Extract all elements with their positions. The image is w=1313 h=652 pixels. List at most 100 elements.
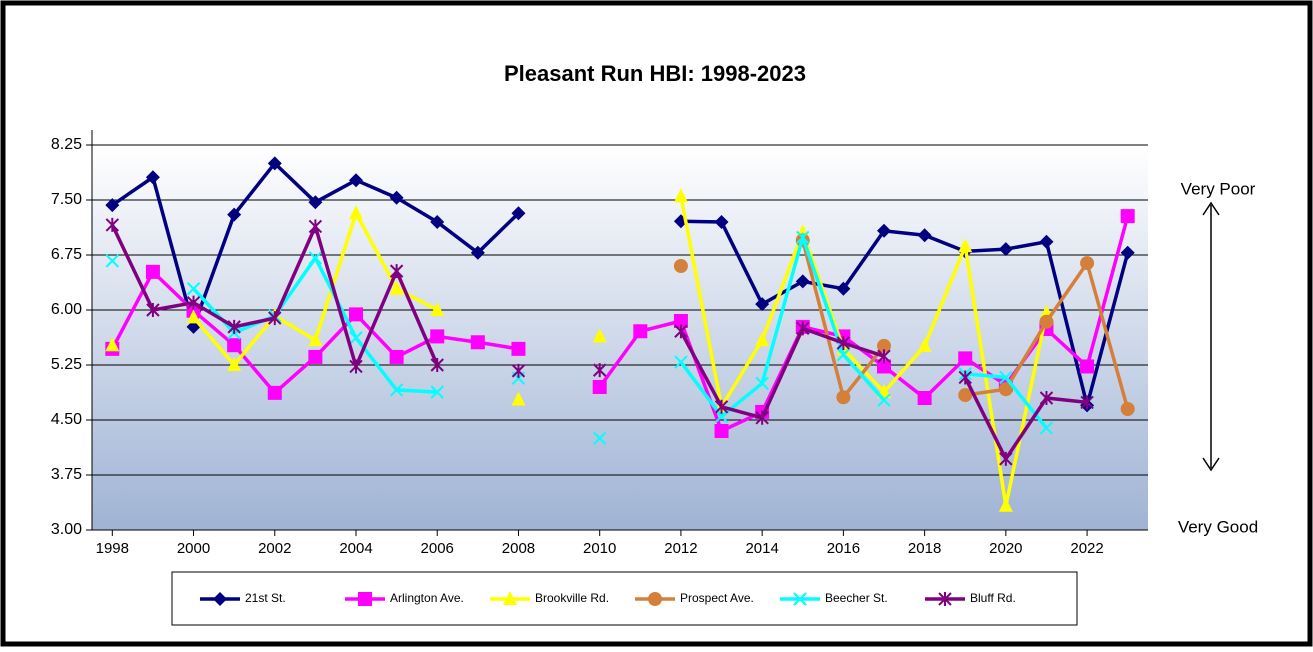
x-tick-label: 2004 xyxy=(339,540,372,557)
marker xyxy=(1039,391,1054,405)
marker xyxy=(755,297,770,312)
y-tick-label: 5.25 xyxy=(51,356,82,373)
marker xyxy=(430,358,444,372)
marker xyxy=(877,359,891,374)
marker xyxy=(511,206,526,221)
x-tick-label: 2014 xyxy=(745,540,778,557)
marker xyxy=(227,338,242,353)
marker xyxy=(145,264,160,279)
marker xyxy=(470,245,485,260)
marker xyxy=(511,391,526,406)
marker xyxy=(105,217,120,232)
marker xyxy=(227,357,242,371)
marker xyxy=(998,497,1013,512)
x-tick-label: 1998 xyxy=(96,540,129,557)
y-tick-label: 3.75 xyxy=(51,466,82,483)
marker xyxy=(1039,421,1054,435)
annotation: Very Good xyxy=(1178,517,1258,536)
marker xyxy=(1120,245,1135,260)
marker xyxy=(958,370,972,385)
annotation: Very Poor xyxy=(1181,179,1256,198)
marker xyxy=(592,328,607,343)
marker xyxy=(1120,402,1135,416)
marker xyxy=(146,303,160,317)
legend-label: Beecher St. xyxy=(825,591,888,605)
marker xyxy=(836,348,851,362)
marker xyxy=(389,264,404,279)
marker xyxy=(1080,359,1095,374)
marker xyxy=(430,302,445,316)
marker xyxy=(999,370,1013,385)
marker xyxy=(648,592,662,606)
marker xyxy=(633,324,648,339)
marker xyxy=(714,399,729,414)
marker xyxy=(308,219,323,234)
marker xyxy=(998,382,1013,397)
marker xyxy=(430,385,444,399)
marker xyxy=(877,338,891,353)
marker xyxy=(714,424,729,438)
y-tick-label: 7.50 xyxy=(51,191,82,208)
x-tick-label: 2006 xyxy=(421,540,454,557)
marker xyxy=(430,215,445,229)
marker xyxy=(673,259,688,273)
marker xyxy=(267,385,282,400)
marker xyxy=(999,451,1013,466)
marker xyxy=(755,332,770,347)
marker xyxy=(105,198,120,213)
x-tick-label: 2002 xyxy=(258,540,291,557)
plot-area xyxy=(92,145,1148,530)
marker xyxy=(349,359,363,374)
marker xyxy=(674,355,688,369)
marker xyxy=(349,173,363,188)
marker xyxy=(877,393,891,407)
marker xyxy=(349,331,363,345)
y-tick-label: 3.00 xyxy=(51,521,82,538)
marker xyxy=(796,230,810,245)
marker xyxy=(592,363,607,378)
marker xyxy=(1039,234,1054,249)
marker xyxy=(674,324,688,339)
marker xyxy=(511,341,526,356)
marker xyxy=(389,280,404,295)
marker xyxy=(714,215,729,229)
marker xyxy=(511,363,526,378)
marker xyxy=(308,349,323,364)
marker xyxy=(755,376,769,391)
arrowhead xyxy=(1202,201,1220,472)
marker xyxy=(917,337,932,352)
marker xyxy=(877,349,891,364)
marker xyxy=(186,295,201,310)
marker xyxy=(227,207,242,222)
marker xyxy=(389,383,404,397)
x-tick-label: 2008 xyxy=(502,540,535,557)
marker xyxy=(836,336,851,350)
marker xyxy=(673,314,688,328)
marker xyxy=(267,156,282,171)
marker xyxy=(958,238,973,253)
marker xyxy=(389,190,404,205)
marker xyxy=(793,592,807,606)
marker xyxy=(308,332,323,347)
x-tick-label: 2000 xyxy=(177,540,210,557)
marker xyxy=(186,282,201,296)
marker xyxy=(795,274,810,289)
marker xyxy=(1039,314,1054,329)
marker xyxy=(714,409,729,424)
marker xyxy=(145,170,160,185)
marker xyxy=(592,380,607,394)
legend-label: Arlington Ave. xyxy=(390,591,464,605)
y-tick-label: 8.25 xyxy=(51,136,82,153)
marker xyxy=(308,251,323,265)
marker xyxy=(958,388,973,403)
x-tick-label: 2010 xyxy=(583,540,616,557)
marker xyxy=(592,431,607,446)
chart-title: Pleasant Run HBI: 1998-2023 xyxy=(504,61,806,86)
marker xyxy=(998,242,1013,257)
marker xyxy=(503,591,517,605)
marker xyxy=(673,188,688,203)
marker xyxy=(1120,209,1135,224)
marker xyxy=(186,309,201,324)
x-tick-label: 2018 xyxy=(908,540,941,557)
